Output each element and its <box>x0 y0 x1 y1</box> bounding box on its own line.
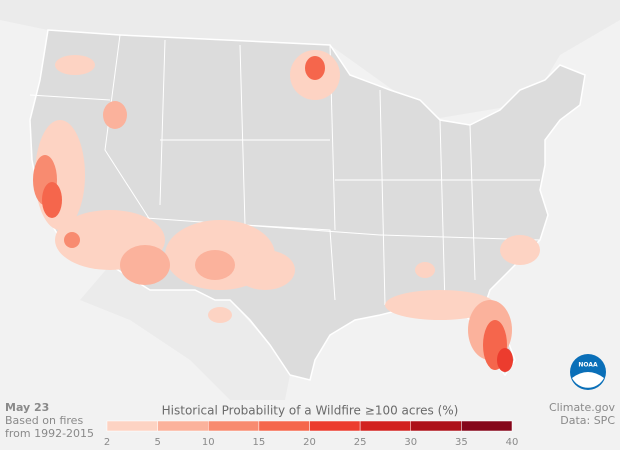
legend-swatch <box>258 420 310 432</box>
legend-tick-label: 15 <box>253 437 266 448</box>
legend-swatch <box>157 420 209 432</box>
legend-swatch <box>461 420 513 432</box>
legend-swatch <box>309 420 361 432</box>
mexico <box>80 265 290 400</box>
date: May 23 <box>5 401 49 414</box>
note-line: Based on fires <box>5 414 83 427</box>
legend-tick-label: 25 <box>354 437 367 448</box>
legend-swatch <box>106 420 158 432</box>
credit: Climate.gov <box>549 401 616 414</box>
legend-tick-label: 35 <box>455 437 468 448</box>
legend-tick-label: 40 <box>506 437 519 448</box>
logo-text: NOAA <box>578 362 598 369</box>
note-line: from 1992-2015 <box>5 427 94 440</box>
legend-tick-label: 20 <box>303 437 316 448</box>
legend-tick-label: 2 <box>104 437 110 448</box>
legend-title: Historical Probability of a Wildfire ≥10… <box>162 404 459 418</box>
legend-tick-label: 30 <box>404 437 417 448</box>
logo-wave <box>572 372 604 388</box>
credit: Data: SPC <box>560 414 615 427</box>
probability-areas <box>33 50 540 372</box>
legend-swatch <box>410 420 462 432</box>
legend-tick-label: 5 <box>154 437 160 448</box>
canada <box>0 0 620 118</box>
legend-swatch <box>208 420 260 432</box>
legend-tick-label: 10 <box>202 437 215 448</box>
legend-swatch <box>359 420 411 432</box>
